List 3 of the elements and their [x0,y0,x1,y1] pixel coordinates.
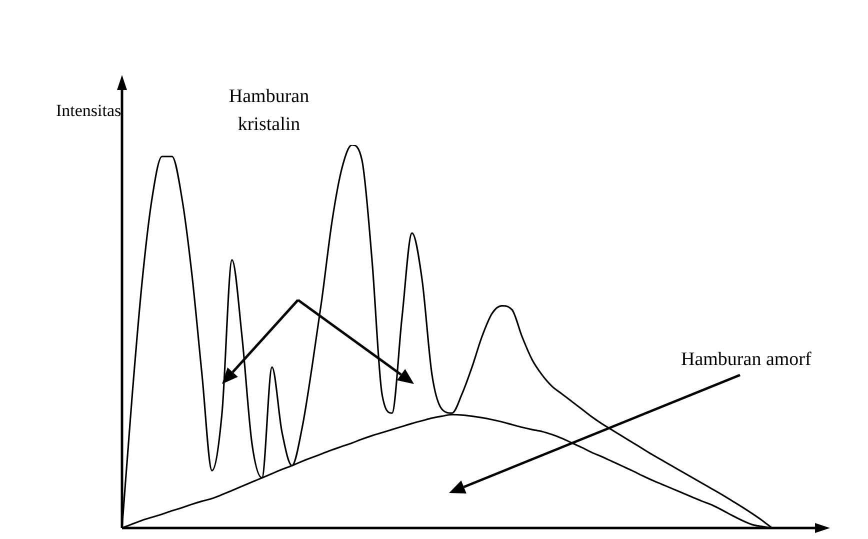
annotation: Hamburan amorf [681,348,812,372]
text: Hamburan kristalin [228,85,310,137]
y-axis-title: Intensitas [56,100,122,122]
